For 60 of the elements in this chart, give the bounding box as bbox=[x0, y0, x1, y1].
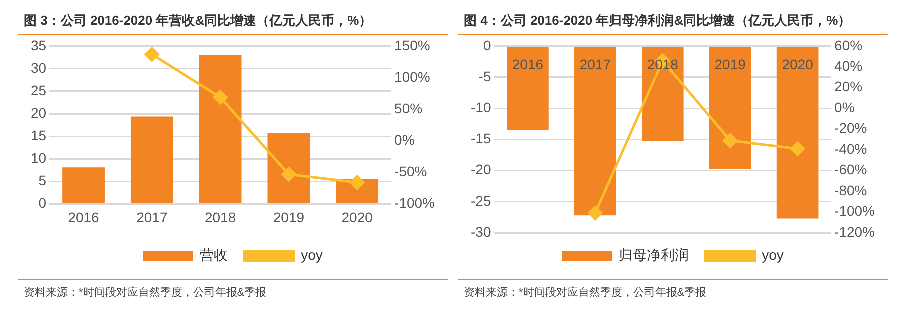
point bbox=[213, 90, 228, 105]
point bbox=[282, 167, 296, 182]
y2-tick-label: -20% bbox=[834, 120, 868, 136]
chart-title: 图 4：公司 2016-2020 年归母净利润&同比增速（亿元人民币，%） bbox=[458, 0, 888, 35]
y2-tick-label: -40% bbox=[834, 140, 868, 157]
x-tick-label: 2017 bbox=[580, 56, 612, 72]
y-tick-label: 15 bbox=[30, 127, 47, 144]
point bbox=[350, 175, 365, 190]
y-tick-label: -30 bbox=[471, 224, 492, 240]
y2-tick-label: 0% bbox=[834, 99, 855, 116]
y-tick-label: 10 bbox=[30, 150, 47, 166]
x-tick-label: 2020 bbox=[342, 209, 374, 226]
bar bbox=[130, 116, 174, 204]
bar bbox=[62, 168, 105, 204]
y2-tick-label: -80% bbox=[834, 182, 868, 198]
x-tick-label: 2018 bbox=[204, 209, 236, 226]
x-tick-label: 2020 bbox=[782, 56, 814, 72]
legend-label: 营收 bbox=[200, 246, 228, 263]
chart-title: 图 3：公司 2016-2020 年营收&同比增速（亿元人民币，%） bbox=[18, 0, 448, 35]
x-tick-label: 2017 bbox=[136, 209, 168, 226]
y2-tick-label: 50% bbox=[394, 100, 423, 116]
bar bbox=[199, 54, 242, 204]
x-tick-label: 2019 bbox=[273, 209, 305, 226]
y2-tick-label: -60% bbox=[834, 162, 868, 178]
y2-tick-label: 0% bbox=[394, 132, 415, 148]
bar bbox=[268, 132, 310, 204]
point bbox=[588, 206, 603, 221]
y2-tick-label: -100% bbox=[394, 195, 435, 212]
y2-tick-label: 150% bbox=[394, 37, 430, 54]
legend-label: 归母净利润 bbox=[619, 246, 690, 263]
point bbox=[790, 142, 806, 156]
legend-label: yoy bbox=[301, 246, 323, 263]
y2-tick-label: -120% bbox=[834, 224, 875, 240]
y-tick-label: 35 bbox=[30, 37, 47, 54]
x-tick-label: 2016 bbox=[512, 56, 544, 72]
y-tick-label: -5 bbox=[478, 68, 492, 84]
y-tick-label: 30 bbox=[30, 60, 47, 76]
y2-tick-label: -50% bbox=[394, 164, 428, 180]
legend-label: yoy bbox=[762, 246, 784, 263]
y-tick-label: 0 bbox=[483, 37, 492, 54]
y-tick-label: -25 bbox=[471, 192, 492, 209]
point bbox=[723, 133, 738, 148]
y-tick-label: 20 bbox=[30, 104, 47, 121]
y2-tick-label: 100% bbox=[394, 68, 430, 85]
y2-tick-label: 40% bbox=[834, 58, 863, 74]
point bbox=[144, 47, 160, 62]
y-tick-label: -10 bbox=[471, 99, 492, 116]
text: 资料来源：*时间段对应自然季度，公司年报&季报 bbox=[458, 279, 888, 300]
y2-tick-label: -100% bbox=[834, 203, 875, 220]
y-tick-label: -20 bbox=[471, 162, 492, 178]
x-tick-label: 2018 bbox=[647, 56, 679, 72]
text: 资料来源：*时间段对应自然季度，公司年报&季报 bbox=[18, 279, 448, 300]
y-tick-label: 0 bbox=[38, 195, 47, 212]
y2-tick-label: 60% bbox=[834, 37, 863, 54]
y-tick-label: 25 bbox=[30, 82, 47, 98]
x-tick-label: 2016 bbox=[68, 209, 100, 226]
y2-tick-label: 20% bbox=[834, 78, 863, 95]
x-tick-label: 2019 bbox=[714, 56, 746, 72]
y-tick-label: 5 bbox=[38, 172, 47, 189]
y-tick-label: -15 bbox=[471, 130, 492, 147]
